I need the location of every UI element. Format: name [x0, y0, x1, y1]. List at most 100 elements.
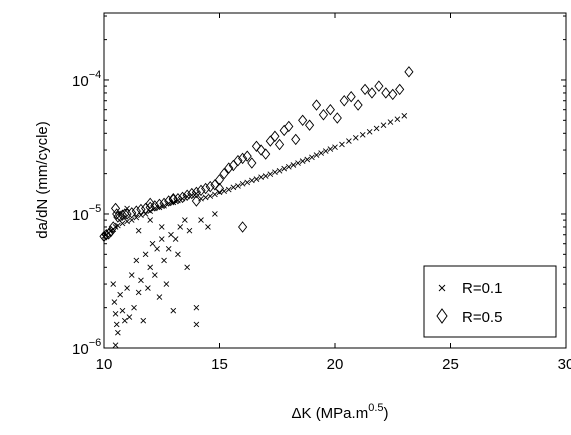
data-point-diamond — [173, 192, 183, 205]
data-point-x — [285, 163, 292, 170]
data-point-x — [327, 146, 334, 152]
data-point-diamond — [205, 180, 215, 193]
data-point-diamond — [311, 99, 322, 111]
data-point-diamond — [395, 83, 405, 96]
data-point-diamond — [196, 184, 206, 197]
data-point-x — [113, 321, 120, 328]
data-point-diamond — [177, 191, 188, 204]
data-point-x — [158, 224, 165, 230]
y-tick-label-exponent: −4 — [89, 69, 102, 81]
data-point-x — [142, 251, 149, 258]
data-point-x — [165, 245, 172, 252]
data-point-x — [124, 218, 130, 225]
data-point-diamond — [141, 202, 151, 215]
data-point-diamond — [191, 186, 201, 199]
legend-label-r05: R=0.5 — [462, 309, 502, 326]
y-tick-label-base: 10 — [72, 73, 89, 90]
data-point-diamond — [110, 202, 121, 215]
data-point-x — [332, 144, 338, 151]
data-point-diamond — [164, 195, 174, 207]
data-point-x — [119, 307, 126, 314]
data-point-x — [281, 165, 287, 172]
data-point-x — [145, 285, 151, 291]
data-point-x — [304, 156, 311, 163]
legend-box — [423, 265, 557, 338]
y-tick-label-base: 10 — [72, 341, 89, 358]
data-point-x — [186, 227, 193, 234]
data-point-diamond — [238, 152, 248, 165]
legend-label-r01: R=0.1 — [462, 280, 502, 297]
data-point-x — [352, 135, 359, 141]
data-point-diamond — [291, 133, 301, 146]
data-point-x — [154, 245, 160, 252]
data-point-x — [182, 217, 188, 223]
legend-item-r05: R=0.5 — [436, 308, 502, 326]
x-tick-label: 20 — [327, 356, 344, 373]
data-point-diamond — [136, 203, 146, 216]
data-point-x — [346, 138, 352, 144]
data-point-x — [172, 236, 179, 242]
data-point-diamond — [182, 189, 192, 201]
data-point-diamond — [224, 162, 234, 174]
data-point-x — [290, 162, 297, 168]
data-point-x — [117, 291, 123, 298]
data-point-diamond — [318, 109, 329, 121]
data-point-diamond — [154, 198, 165, 211]
data-point-x — [205, 224, 211, 230]
data-point-diamond — [353, 99, 363, 111]
data-point-x — [156, 204, 163, 211]
data-point-x — [253, 176, 260, 182]
data-point-x — [110, 281, 117, 287]
legend-marker-diamond — [436, 308, 448, 324]
data-point-x — [149, 240, 156, 247]
data-point-diamond — [120, 208, 130, 220]
data-point-x — [272, 169, 278, 176]
data-point-diamond — [219, 167, 229, 180]
data-point-x — [126, 314, 133, 320]
data-point-diamond — [367, 87, 377, 99]
y-tick-label: 10−6 — [72, 337, 101, 358]
data-point-diamond — [115, 210, 125, 223]
data-point-diamond — [298, 114, 308, 127]
data-point-diamond — [104, 228, 114, 240]
x-tick-label: 10 — [96, 356, 113, 373]
data-point-x — [128, 217, 135, 223]
data-point-x — [170, 199, 177, 206]
data-point-diamond — [251, 140, 262, 153]
data-point-x — [318, 150, 324, 156]
y-tick-label-exponent: −6 — [89, 337, 102, 349]
data-point-x — [138, 277, 144, 284]
y-tick-label-base: 10 — [72, 207, 89, 224]
data-point-diamond — [159, 197, 169, 210]
data-point-diamond — [242, 150, 252, 162]
data-point-x — [202, 194, 209, 201]
x-tick-label: 15 — [211, 356, 228, 373]
y-tick-label: 10−4 — [72, 69, 101, 90]
legend-item-r01: R=0.1 — [438, 280, 502, 297]
data-point-x — [249, 177, 255, 184]
data-point-diamond — [284, 120, 294, 133]
data-point-x — [111, 299, 118, 305]
data-point-diamond — [374, 80, 384, 92]
data-point-x — [161, 257, 167, 264]
data-point-x — [121, 317, 128, 324]
data-point-diamond — [404, 66, 414, 78]
x-axis-label: ΔK (MPa.m0.5) — [292, 402, 389, 422]
data-point-x — [112, 342, 119, 348]
data-point-diamond — [332, 112, 342, 124]
data-point-diamond — [339, 95, 349, 107]
legend-marker-x — [438, 284, 446, 292]
data-point-diamond — [150, 200, 160, 212]
data-point-x — [184, 264, 190, 271]
data-point-x — [339, 141, 345, 148]
data-point-diamond — [233, 154, 243, 167]
data-point-diamond — [210, 179, 220, 191]
data-point-diamond — [256, 144, 266, 156]
data-point-x — [175, 251, 181, 258]
data-point-diamond — [127, 207, 137, 219]
data-point-diamond — [108, 221, 118, 233]
data-point-x — [156, 294, 163, 300]
data-point-x — [373, 125, 380, 132]
data-point-diamond — [346, 90, 356, 103]
data-point-diamond — [117, 209, 128, 221]
